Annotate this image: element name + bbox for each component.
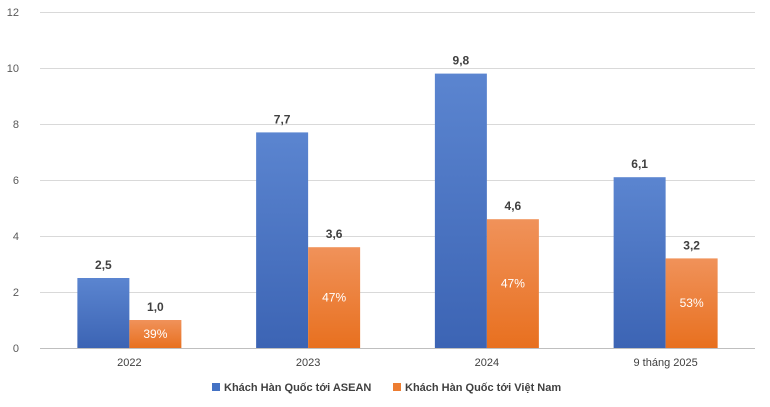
y-tick-label: 2 [13, 287, 19, 299]
x-axis: 2022 2023 2024 9 tháng 2025 [117, 357, 698, 369]
data-label: 1,0 [147, 300, 164, 314]
legend: Khách Hàn Quốc tới ASEAN Khách Hàn Quốc t… [212, 382, 561, 394]
bar-asean [256, 132, 309, 348]
x-tick-label: 2022 [117, 357, 141, 369]
bar-vietnam [486, 219, 539, 348]
share-label: 47% [501, 277, 525, 291]
gridlines [40, 12, 755, 349]
x-tick-label: 9 tháng 2025 [634, 357, 698, 369]
legend-swatch [212, 383, 220, 391]
bar-asean [77, 278, 130, 348]
y-tick-label: 6 [13, 175, 19, 187]
data-label: 3,6 [326, 227, 343, 241]
share-label: 39% [143, 327, 167, 341]
bars: 2,5 1,0 39% 7,7 3,6 47% 9,8 4,6 47% 6,1 3,2 53% [77, 54, 718, 348]
bar-asean [434, 73, 487, 348]
legend-label: Khách Hàn Quốc tới ASEAN [224, 382, 371, 394]
data-label: 7,7 [274, 112, 291, 126]
bar-vietnam [308, 247, 361, 348]
bar-vietnam [665, 258, 718, 348]
share-label: 53% [680, 296, 704, 310]
share-label: 47% [322, 291, 346, 305]
data-label: 2,5 [95, 258, 112, 272]
y-tick-label: 12 [7, 7, 19, 19]
data-label: 6,1 [631, 157, 648, 171]
bar-asean [613, 177, 666, 348]
y-tick-label: 8 [13, 119, 19, 131]
y-tick-label: 4 [13, 231, 19, 243]
legend-label: Khách Hàn Quốc tới Việt Nam [405, 382, 561, 394]
legend-swatch [393, 383, 401, 391]
y-axis: 0 2 4 6 8 10 12 [7, 7, 19, 355]
bar-vietnam [129, 320, 182, 348]
x-tick-label: 2024 [475, 357, 499, 369]
x-tick-label: 2023 [296, 357, 320, 369]
y-tick-label: 0 [13, 343, 19, 355]
data-label: 3,2 [683, 238, 700, 252]
y-tick-label: 10 [7, 63, 19, 75]
data-label: 4,6 [505, 199, 522, 213]
data-label: 9,8 [453, 54, 470, 68]
